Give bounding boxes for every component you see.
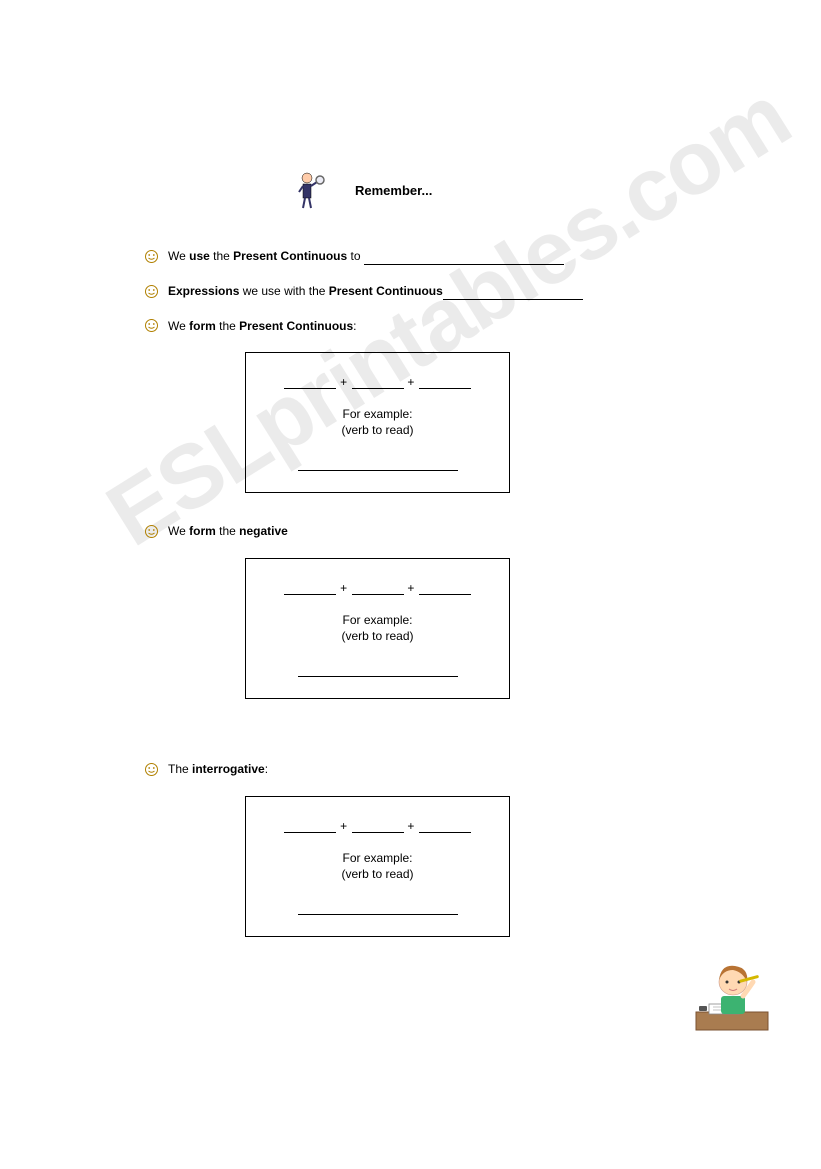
header-row: Remember... — [295, 170, 691, 210]
blank-part[interactable] — [352, 583, 404, 595]
blank-part[interactable] — [284, 821, 336, 833]
header-title: Remember... — [355, 183, 432, 198]
blank-use[interactable] — [364, 253, 564, 265]
blank-part[interactable] — [352, 821, 404, 833]
worksheet-page: Remember... We use the Present Continuou… — [0, 0, 821, 937]
example-label: For example: — [264, 613, 491, 627]
answer-line[interactable] — [298, 665, 458, 677]
example-sub: (verb to read) — [264, 629, 491, 643]
expressions-text: Expressions we use with the Present Cont… — [168, 283, 583, 300]
form-text: We form the Present Continuous: — [168, 318, 357, 335]
bullet-interrogative: The interrogative: — [145, 761, 691, 778]
bullet-form: We form the Present Continuous: — [145, 318, 691, 335]
form-box-affirmative: + + For example: (verb to read) — [245, 352, 510, 493]
blank-part[interactable] — [419, 377, 471, 389]
blank-part[interactable] — [284, 583, 336, 595]
blank-part[interactable] — [419, 821, 471, 833]
answer-line[interactable] — [298, 903, 458, 915]
smiley-icon — [145, 319, 158, 332]
blank-part[interactable] — [419, 583, 471, 595]
inspector-icon — [295, 170, 327, 210]
use-text: We use the Present Continuous to — [168, 248, 564, 265]
example-sub: (verb to read) — [264, 423, 491, 437]
example-sub: (verb to read) — [264, 867, 491, 881]
smiley-icon — [145, 285, 158, 298]
formula-affirmative: + + — [264, 375, 491, 389]
boy-studying-icon — [691, 952, 773, 1034]
form-box-interrogative: + + For example: (verb to read) — [245, 796, 510, 937]
blank-expressions[interactable] — [443, 288, 583, 300]
bullet-negative: We form the negative — [145, 523, 691, 540]
example-label: For example: — [264, 851, 491, 865]
answer-line[interactable] — [298, 459, 458, 471]
bullet-use: We use the Present Continuous to — [145, 248, 691, 265]
blank-part[interactable] — [284, 377, 336, 389]
blank-part[interactable] — [352, 377, 404, 389]
formula-negative: + + — [264, 581, 491, 595]
bullet-expressions: Expressions we use with the Present Cont… — [145, 283, 691, 300]
smiley-icon — [145, 525, 158, 538]
interrogative-text: The interrogative: — [168, 761, 268, 778]
negative-text: We form the negative — [168, 523, 288, 540]
smiley-icon — [145, 763, 158, 776]
smiley-icon — [145, 250, 158, 263]
form-box-negative: + + For example: (verb to read) — [245, 558, 510, 699]
formula-interrogative: + + — [264, 819, 491, 833]
example-label: For example: — [264, 407, 491, 421]
